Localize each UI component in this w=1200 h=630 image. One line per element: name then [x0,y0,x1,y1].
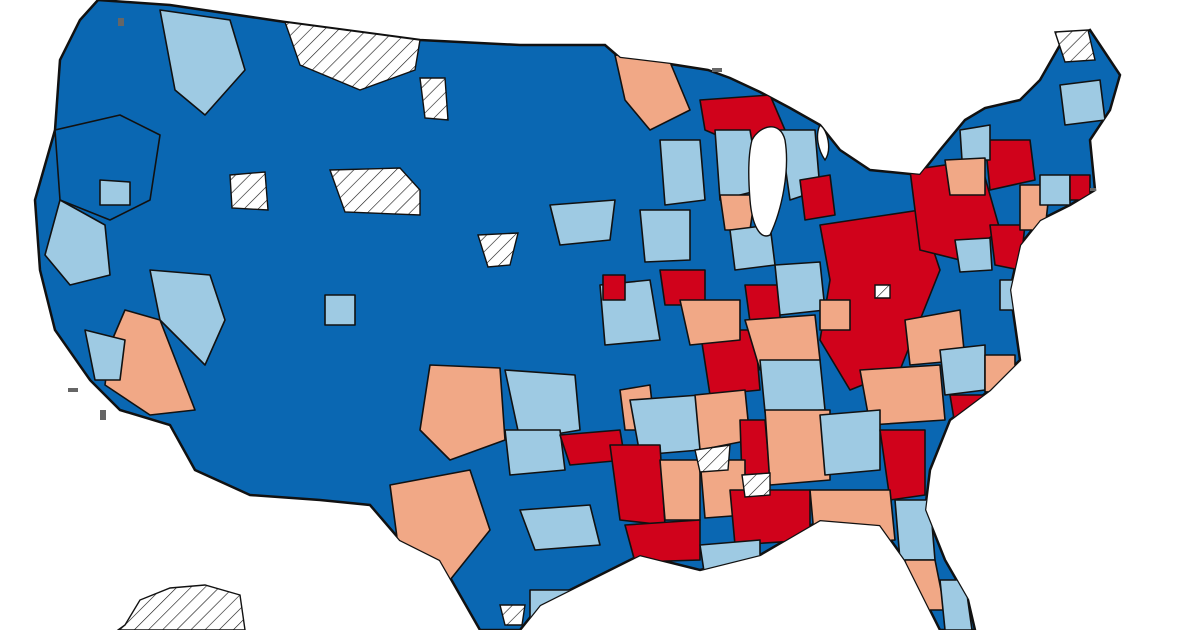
region-dark-red [602,274,626,301]
region-light-blue [519,504,601,551]
region-light-blue [549,199,616,246]
region-dark-red [984,139,1036,191]
region-light-blue [954,237,993,273]
hatched-area [499,604,526,626]
region-dark-red [879,429,926,501]
lake-michigan-east-shore [816,123,830,162]
region-light-blue [699,539,761,579]
region-dark-red [624,519,701,563]
region-light-blue [149,269,226,366]
island [68,388,78,392]
region-light-blue [99,179,131,206]
region-light-red [679,299,741,346]
region-light-blue [819,409,881,476]
hatched-area [874,284,891,299]
puerto-rico-inset [116,584,246,630]
hatched-area [229,171,269,211]
region-light-blue [939,344,986,396]
region-light-blue [504,429,566,476]
region-light-blue [159,9,246,116]
region-light-blue [1059,79,1106,126]
hatched-area [694,444,731,473]
region-light-blue [894,499,936,561]
region-dark-red [744,284,781,323]
region-light-blue [959,124,991,161]
island [118,18,124,26]
region-light-blue [504,369,581,441]
hatched-area [1054,29,1096,63]
region-light-red [984,354,1016,393]
region-light-red [809,489,896,546]
regions-layer [44,9,1106,630]
hatched-area [329,167,421,216]
island [1090,188,1096,191]
region-light-blue [759,359,826,413]
region-light-red [659,459,701,521]
region-light-blue [939,579,973,630]
region-light-blue [639,209,691,263]
region-light-blue [1039,174,1071,206]
hatched-area [477,232,519,268]
hatched-area [741,472,771,498]
region-light-blue [659,139,706,206]
island [712,68,722,72]
hatched-area [283,21,421,91]
region-light-red [764,409,831,486]
region-light-blue [999,279,1021,311]
region-light-blue [84,329,126,381]
region-light-red [419,364,506,461]
lake-michigan [747,126,788,237]
region-light-red [944,157,986,196]
island [100,410,106,420]
region-light-blue [529,589,571,630]
region-light-red [859,364,946,426]
region-light-blue [324,294,356,326]
region-light-blue [774,261,826,316]
hatched-area [419,77,449,121]
region-light-red [819,299,851,331]
region-dark-red [729,489,811,546]
region-light-blue [44,199,111,286]
region-dark-red [949,394,1001,426]
region-dark-red [799,174,836,221]
